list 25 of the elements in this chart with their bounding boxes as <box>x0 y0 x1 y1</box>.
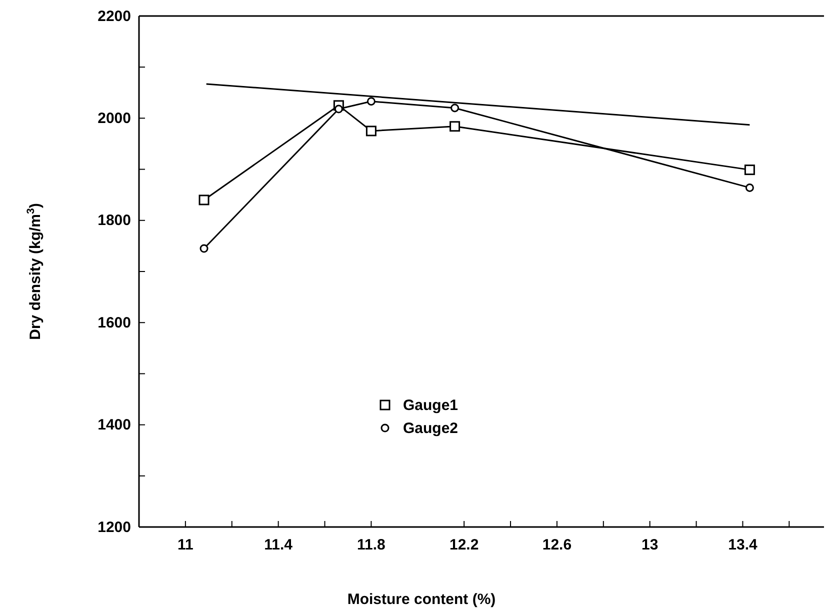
y-tick-label: 1600 <box>98 314 131 332</box>
point <box>198 194 210 206</box>
legend-label: Gauge1 <box>403 397 458 414</box>
point <box>366 126 376 136</box>
y-tick-label: 2000 <box>98 110 131 127</box>
x-tick-label: 13 <box>642 536 658 554</box>
y-tick-label: 1400 <box>98 416 131 434</box>
point <box>334 104 343 114</box>
y-tick-label: 1800 <box>98 212 131 230</box>
x-tick-label: 11.8 <box>357 536 386 554</box>
x-axis-title: Moisture content (%) <box>347 591 496 608</box>
y-tick-label: 2200 <box>98 8 131 25</box>
point <box>745 183 754 192</box>
x-tick-label: 12.2 <box>449 536 479 554</box>
x-tick-label: 12.6 <box>542 536 572 554</box>
point <box>450 121 460 132</box>
y-tick-label: 1200 <box>98 518 131 536</box>
point <box>744 164 755 176</box>
x-tick-label: 11 <box>178 536 194 554</box>
point <box>366 97 376 106</box>
x-tick-label: 13.4 <box>728 536 758 554</box>
point <box>200 244 208 253</box>
legend-label: Gauge2 <box>403 420 458 437</box>
x-tick-label: 11.4 <box>264 536 294 554</box>
point <box>450 104 460 112</box>
